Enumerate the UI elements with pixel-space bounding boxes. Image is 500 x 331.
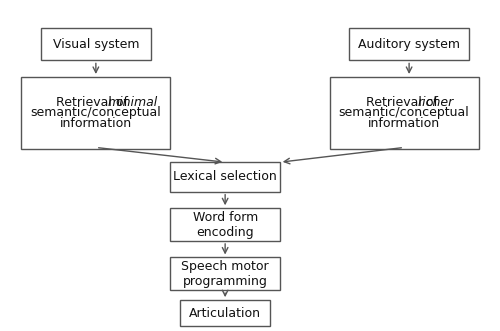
Text: semantic/conceptual: semantic/conceptual bbox=[339, 107, 469, 119]
Text: Word form
encoding: Word form encoding bbox=[192, 211, 258, 239]
FancyBboxPatch shape bbox=[330, 77, 478, 149]
FancyBboxPatch shape bbox=[170, 208, 280, 241]
Text: Visual system: Visual system bbox=[52, 37, 139, 51]
FancyBboxPatch shape bbox=[350, 28, 469, 61]
FancyBboxPatch shape bbox=[170, 258, 280, 290]
FancyBboxPatch shape bbox=[170, 162, 280, 192]
FancyBboxPatch shape bbox=[180, 300, 270, 326]
FancyBboxPatch shape bbox=[22, 77, 171, 149]
Text: semantic/conceptual: semantic/conceptual bbox=[30, 107, 161, 119]
Text: Speech motor
programming: Speech motor programming bbox=[182, 260, 269, 288]
Text: information: information bbox=[60, 117, 132, 130]
FancyBboxPatch shape bbox=[41, 28, 150, 61]
Text: Retrieval of: Retrieval of bbox=[366, 96, 442, 109]
Text: information: information bbox=[368, 117, 440, 130]
Text: Auditory system: Auditory system bbox=[358, 37, 460, 51]
Text: richer: richer bbox=[418, 96, 455, 109]
Text: Lexical selection: Lexical selection bbox=[174, 170, 277, 183]
Text: Retrieval of: Retrieval of bbox=[56, 96, 132, 109]
Text: Articulation: Articulation bbox=[189, 307, 261, 320]
Text: minimal: minimal bbox=[108, 96, 158, 109]
